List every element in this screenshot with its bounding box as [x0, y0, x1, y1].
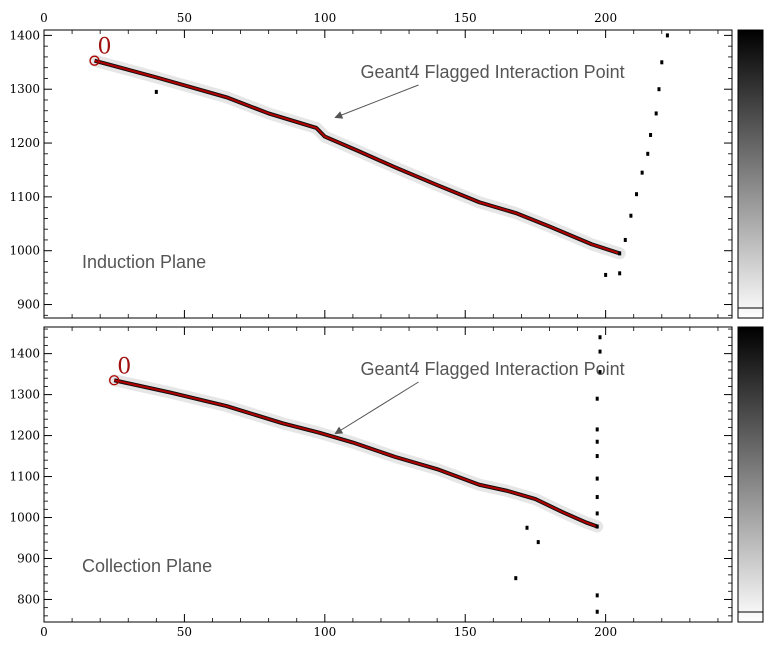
- hit-mark: [618, 251, 622, 256]
- annotation-arrow: [334, 381, 419, 435]
- panel-1: 0 Geant4 Flagged Interaction Point Inducti…: [9, 11, 764, 319]
- annotation-text: Geant4 Flagged Interaction Point: [361, 62, 625, 82]
- y-tick-label: 1000: [9, 511, 40, 525]
- hit-mark: [595, 476, 599, 481]
- hit-mark: [654, 111, 658, 116]
- y-tick-label: 1000: [9, 244, 40, 258]
- hit-mark: [595, 454, 599, 459]
- x-tick-label: 50: [177, 625, 192, 639]
- y-tick-label: 1300: [9, 388, 40, 402]
- hit-mark: [595, 495, 599, 500]
- hit-mark: [623, 237, 627, 242]
- vertex-circle: [89, 55, 100, 66]
- annotation-arrow: [334, 84, 419, 119]
- hit-mark: [595, 439, 599, 444]
- y-tick-label: 1400: [9, 347, 40, 361]
- hit-mark: [657, 87, 661, 92]
- x-tick-label: 200: [594, 11, 617, 25]
- hit-mark: [595, 593, 599, 598]
- y-tick-label: 1200: [9, 136, 40, 150]
- hit-mark: [646, 151, 650, 156]
- x-tick-label: 150: [454, 625, 477, 639]
- hit-mark: [635, 192, 639, 197]
- vertex-circle: [109, 375, 120, 386]
- hit-mark: [598, 349, 602, 354]
- hit-mark: [525, 525, 529, 530]
- y-tick-label: 1100: [9, 470, 40, 484]
- hit-mark: [595, 511, 599, 516]
- hit-mark: [536, 540, 540, 545]
- track-line: [113, 379, 598, 528]
- panel-label: Collection Plane: [82, 556, 212, 576]
- hit-mark: [629, 213, 633, 218]
- vertex-label: 0: [117, 354, 131, 379]
- hit-mark: [595, 524, 599, 529]
- x-tick-label: 100: [313, 11, 336, 25]
- panel-2: 0 Geant4 Flagged Interaction Point Collect…: [9, 326, 764, 639]
- y-tick-label: 1400: [9, 28, 40, 42]
- track-line: [94, 59, 620, 255]
- hit-mark: [660, 60, 664, 65]
- colorbar: [737, 326, 764, 623]
- x-tick-label: 150: [454, 11, 477, 25]
- y-tick-label: 900: [17, 298, 40, 312]
- hit-mark: [514, 576, 518, 581]
- hit-mark: [595, 396, 599, 401]
- colorbar: [737, 29, 764, 319]
- hit-mark: [598, 335, 602, 340]
- hit-mark: [640, 170, 644, 175]
- x-tick-label: 100: [313, 625, 336, 639]
- panel-label: Induction Plane: [82, 252, 206, 272]
- x-tick-label: 0: [40, 11, 48, 25]
- annotation-text: Geant4 Flagged Interaction Point: [361, 359, 625, 379]
- hit-mark: [665, 33, 669, 38]
- hit-mark: [618, 271, 622, 276]
- x-tick-label: 200: [594, 625, 617, 639]
- plot-frame: [43, 326, 733, 623]
- y-tick-label: 1200: [9, 429, 40, 443]
- hit-mark: [595, 609, 599, 614]
- vertex-label: 0: [98, 35, 112, 60]
- y-tick-label: 900: [17, 551, 40, 565]
- y-tick-label: 1100: [9, 190, 40, 204]
- hit-mark: [604, 272, 608, 277]
- hit-mark: [598, 370, 602, 375]
- x-tick-label: 0: [40, 625, 48, 639]
- hit-mark: [154, 89, 158, 94]
- hit-mark: [595, 427, 599, 432]
- y-tick-label: 1300: [9, 82, 40, 96]
- hit-mark: [649, 132, 653, 137]
- y-tick-label: 800: [17, 592, 40, 606]
- x-tick-label: 50: [177, 11, 192, 25]
